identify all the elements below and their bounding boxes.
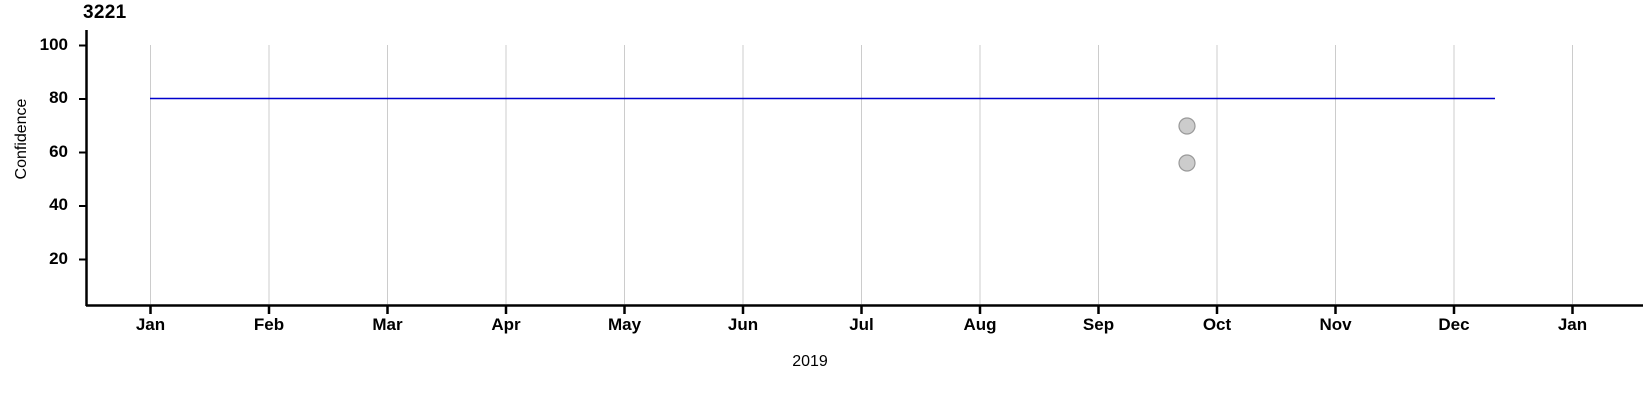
x-tick-label: Mar [372,315,403,334]
x-axis-title: 2019 [792,353,828,370]
x-tick-label: Jul [849,315,874,334]
x-tick-label: Jan [1557,315,1588,334]
x-tick-label: Feb [253,315,285,334]
x-axis-title-wrapper: 2019 [0,353,1650,371]
x-tick-label: May [607,315,642,334]
data-points [1178,117,1196,172]
y-tick-label: 60 [49,142,68,161]
x-tick-label: Aug [963,315,997,334]
x-tick-marks [149,306,1574,314]
data-point[interactable] [1178,154,1196,172]
y-tick-marks [79,44,87,261]
y-tick-label: 80 [49,88,68,107]
x-tick-label: Dec [1438,315,1470,334]
x-tick-label: Sep [1082,315,1115,334]
x-tick-label: Apr [491,315,521,334]
gridlines [150,45,1573,304]
y-tick-label: 20 [49,249,68,268]
y-tick-label: 100 [39,35,68,54]
chart-title: 3221 [83,2,127,23]
y-tick-label: 40 [49,195,68,214]
data-point[interactable] [1178,117,1196,135]
x-tick-label: Oct [1202,315,1232,334]
x-tick-label: Jun [727,315,759,334]
x-tick-label: Nov [1319,315,1352,334]
x-tick-label: Jan [135,315,166,334]
